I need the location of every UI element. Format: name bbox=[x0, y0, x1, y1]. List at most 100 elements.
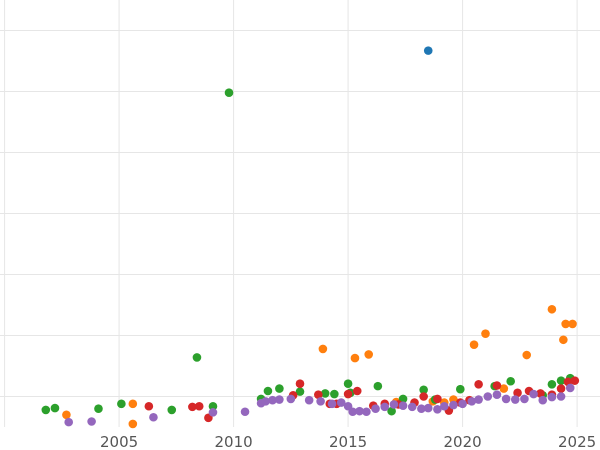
scatter-point bbox=[263, 386, 273, 396]
scatter-point bbox=[268, 395, 277, 405]
scatter-point bbox=[224, 88, 234, 98]
scatter-point bbox=[167, 405, 177, 415]
scatter-point bbox=[275, 395, 284, 404]
scatter-point bbox=[318, 344, 328, 354]
scatter-point bbox=[343, 389, 353, 399]
scatter-point bbox=[474, 380, 483, 389]
scatter-point bbox=[94, 404, 103, 414]
scatter-point bbox=[556, 376, 566, 385]
scatter-point bbox=[547, 304, 557, 314]
scatter-point bbox=[520, 394, 529, 404]
scatter-series bbox=[423, 46, 433, 55]
x-tick-label: 2010 bbox=[214, 433, 252, 450]
scatter-point bbox=[423, 46, 433, 55]
scatter-point bbox=[286, 394, 296, 404]
scatter-point bbox=[208, 408, 218, 417]
scatter-point bbox=[330, 389, 339, 399]
scatter-point bbox=[499, 384, 509, 393]
scatter-point bbox=[433, 394, 442, 404]
scatter-point bbox=[469, 340, 479, 349]
scatter-point bbox=[387, 406, 396, 416]
scatter-point bbox=[350, 353, 360, 363]
scatter-point bbox=[149, 412, 158, 422]
scatter-point bbox=[208, 401, 218, 411]
grid-lines bbox=[0, 0, 600, 427]
scatter-point bbox=[144, 401, 154, 411]
x-tick-label: 2015 bbox=[329, 433, 367, 450]
scatter-point bbox=[371, 404, 380, 414]
scatter-point bbox=[275, 384, 284, 393]
scatter-point bbox=[304, 395, 314, 405]
scatter-point bbox=[419, 385, 428, 395]
scatter-point bbox=[501, 394, 511, 404]
scatter-point bbox=[327, 399, 337, 409]
scatter-point bbox=[87, 417, 96, 426]
scatter-point bbox=[261, 397, 270, 406]
data-points bbox=[41, 46, 580, 429]
scatter-point bbox=[492, 381, 502, 390]
x-tick-labels: 2005 2010 2015 2020 2025 bbox=[100, 433, 596, 450]
scatter-series bbox=[41, 88, 575, 416]
scatter-point bbox=[536, 389, 545, 398]
scatter-point bbox=[433, 405, 442, 414]
scatter-point bbox=[316, 397, 325, 406]
scatter-point bbox=[570, 376, 580, 385]
scatter-point bbox=[364, 350, 374, 359]
scatter-point bbox=[389, 400, 399, 409]
scatter-point bbox=[568, 319, 577, 329]
scatter-point bbox=[343, 379, 353, 388]
scatter-point bbox=[513, 388, 522, 398]
scatter-series bbox=[62, 304, 577, 429]
scatter-point bbox=[522, 350, 532, 360]
scatter-point bbox=[456, 384, 465, 394]
scatter-point bbox=[565, 383, 575, 393]
scatter-point bbox=[50, 403, 60, 413]
scatter-point bbox=[547, 380, 557, 389]
scatter-point bbox=[483, 392, 493, 401]
scatter-point bbox=[41, 405, 51, 415]
scatter-point bbox=[355, 406, 364, 416]
scatter-point bbox=[398, 401, 408, 410]
scatter-point bbox=[352, 386, 362, 396]
scatter-point bbox=[64, 417, 74, 427]
scatter-point bbox=[417, 404, 426, 414]
scatter-point bbox=[320, 389, 330, 398]
scatter-series bbox=[64, 383, 575, 427]
scatter-point bbox=[506, 376, 515, 386]
x-tick-label: 2020 bbox=[444, 433, 482, 450]
scatter-point bbox=[128, 399, 138, 409]
scatter-point bbox=[314, 390, 323, 399]
scatter-point bbox=[380, 402, 390, 412]
scatter-point bbox=[547, 392, 557, 402]
scatter-point bbox=[510, 395, 520, 404]
scatter-point bbox=[481, 329, 490, 338]
x-tick-label: 2005 bbox=[100, 433, 138, 450]
scatter-point bbox=[348, 407, 357, 417]
scatter-point bbox=[419, 392, 428, 401]
scatter-point bbox=[449, 400, 458, 410]
scatter-point bbox=[556, 392, 566, 401]
scatter-point bbox=[467, 397, 477, 406]
scatter-point bbox=[492, 390, 502, 399]
scatter-point bbox=[373, 381, 383, 391]
x-tick-label: 2025 bbox=[558, 433, 596, 450]
scatter-point bbox=[62, 410, 71, 420]
scatter-point bbox=[559, 335, 568, 345]
scatter-point bbox=[439, 401, 449, 411]
scatter-point bbox=[458, 399, 467, 409]
scatter-point bbox=[561, 319, 570, 329]
scatter-point bbox=[474, 395, 483, 404]
scatter-point bbox=[295, 379, 305, 388]
scatter-point bbox=[128, 419, 138, 429]
scatter-point bbox=[336, 398, 346, 407]
scatter-point bbox=[538, 395, 548, 405]
scatter-point bbox=[240, 407, 250, 417]
scatter-point bbox=[194, 401, 204, 411]
scatter-point bbox=[192, 353, 202, 362]
scatter-point bbox=[188, 402, 197, 412]
scatter-point bbox=[362, 407, 371, 417]
scatter-point bbox=[529, 389, 538, 399]
scatter-point bbox=[423, 403, 433, 413]
scatter-point bbox=[556, 384, 566, 393]
